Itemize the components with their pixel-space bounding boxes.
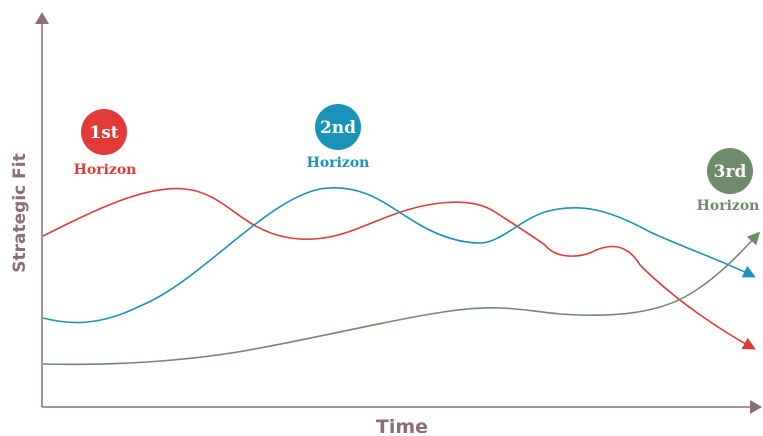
second-horizon-curve — [42, 187, 756, 324]
third-horizon-badge: 3rd Horizon — [697, 148, 760, 214]
first-horizon-number: 1st — [89, 123, 118, 143]
third-horizon-curve — [42, 231, 761, 366]
x-axis-arrow-icon — [750, 400, 762, 414]
y-axis-title: Strategic Fit — [10, 153, 30, 272]
second-horizon-number: 2nd — [320, 118, 356, 138]
second-horizon-label: Horizon — [307, 155, 370, 171]
second-horizon-badge: 2nd Horizon — [307, 104, 370, 171]
first-horizon-badge: 1st Horizon — [74, 109, 137, 178]
first-horizon-curve — [42, 187, 756, 350]
third-horizon-number: 3rd — [714, 162, 747, 182]
first-horizon-circle — [81, 109, 127, 155]
first-horizon-label: Horizon — [74, 162, 137, 178]
y-axis-arrow-icon — [35, 12, 49, 24]
third-horizon-circle — [707, 148, 753, 194]
second-horizon-circle — [315, 104, 361, 150]
third-horizon-label: Horizon — [697, 198, 760, 214]
x-axis-title: Time — [376, 416, 428, 436]
